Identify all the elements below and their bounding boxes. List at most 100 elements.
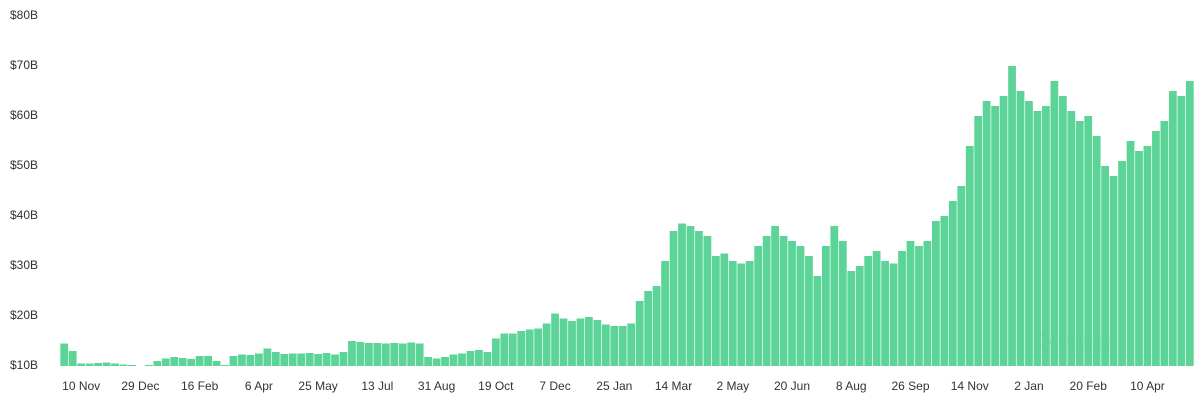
bar [728,261,737,366]
bar [373,343,382,366]
bar [542,323,551,366]
bar [229,356,238,366]
bar [483,352,492,366]
bar [534,328,543,366]
bar [204,356,212,366]
bar [314,354,323,366]
bar [348,341,356,366]
bar [711,256,720,366]
bar [1050,81,1059,366]
bar [178,358,187,366]
x-tick-label: 19 Oct [478,379,514,393]
x-tick-label: 29 Dec [121,379,159,393]
bar [652,286,661,366]
bar [424,357,433,366]
bar [195,356,204,366]
bar [585,317,593,366]
bar [381,343,390,366]
bar [999,96,1008,366]
bar [737,263,746,366]
bar [559,318,568,366]
bar [102,362,111,366]
bar [635,301,644,366]
bar [432,358,441,366]
bar [695,231,703,366]
x-tick-label: 10 Nov [62,379,100,393]
bar [1067,111,1076,366]
bar [601,324,610,366]
bar [153,361,162,366]
x-tick-label: 25 May [298,379,337,393]
bar [500,333,509,366]
bar [1109,176,1118,366]
bar [68,351,77,366]
x-tick-label: 31 Aug [418,379,455,393]
bar [974,116,983,366]
bar [238,354,246,366]
bar [678,223,686,366]
bar [813,276,822,366]
bar [517,331,526,366]
bar [830,226,839,366]
bar [525,329,534,366]
bar [441,357,449,366]
bar [788,241,796,366]
bar [965,146,974,366]
bar [576,318,585,366]
bar [872,251,881,366]
bar [898,251,906,366]
bar [593,320,602,366]
bar [906,241,915,366]
x-tick-label: 2 May [716,379,749,393]
bar [754,246,763,366]
y-tick-label: $80B [10,8,38,22]
bar [1185,81,1194,366]
x-tick-label: 2 Jan [1014,379,1043,393]
bar [627,323,636,366]
x-tick-label: 25 Jan [596,379,632,393]
bar [254,353,263,366]
bar [881,261,890,366]
bar [1126,141,1135,366]
bar [449,354,458,366]
bar [1152,131,1160,366]
bar [1135,151,1143,366]
x-tick-label: 16 Feb [181,379,219,393]
bar [779,236,788,366]
x-tick-label: 14 Mar [655,379,692,393]
bar [322,353,331,366]
bar [948,201,957,366]
bar [398,343,407,366]
bar [864,256,873,366]
x-tick-label: 8 Aug [836,379,867,393]
y-tick-label: $60B [10,108,38,122]
bar [889,263,898,366]
x-tick-label: 14 Nov [951,379,989,393]
bar [1160,121,1169,366]
bar [982,101,991,366]
bar [246,355,255,366]
bar [128,365,136,366]
bar [1101,166,1110,366]
bar [119,364,128,366]
bar [1143,146,1152,366]
bar [280,354,289,366]
bar [771,226,779,366]
y-tick-label: $20B [10,308,38,322]
bar [991,106,1000,366]
x-tick-label: 20 Jun [774,379,810,393]
bar [1118,161,1126,366]
bar [1092,136,1101,366]
bar [508,333,517,366]
bar [466,351,475,366]
bar [1008,66,1016,366]
bar [1168,91,1177,366]
bar [957,186,966,366]
x-tick-label: 13 Jul [361,379,393,393]
bar [161,358,170,366]
y-tick-label: $50B [10,158,38,172]
bar [85,363,94,366]
bar [60,343,69,366]
bar [923,241,932,366]
bar [263,348,272,366]
